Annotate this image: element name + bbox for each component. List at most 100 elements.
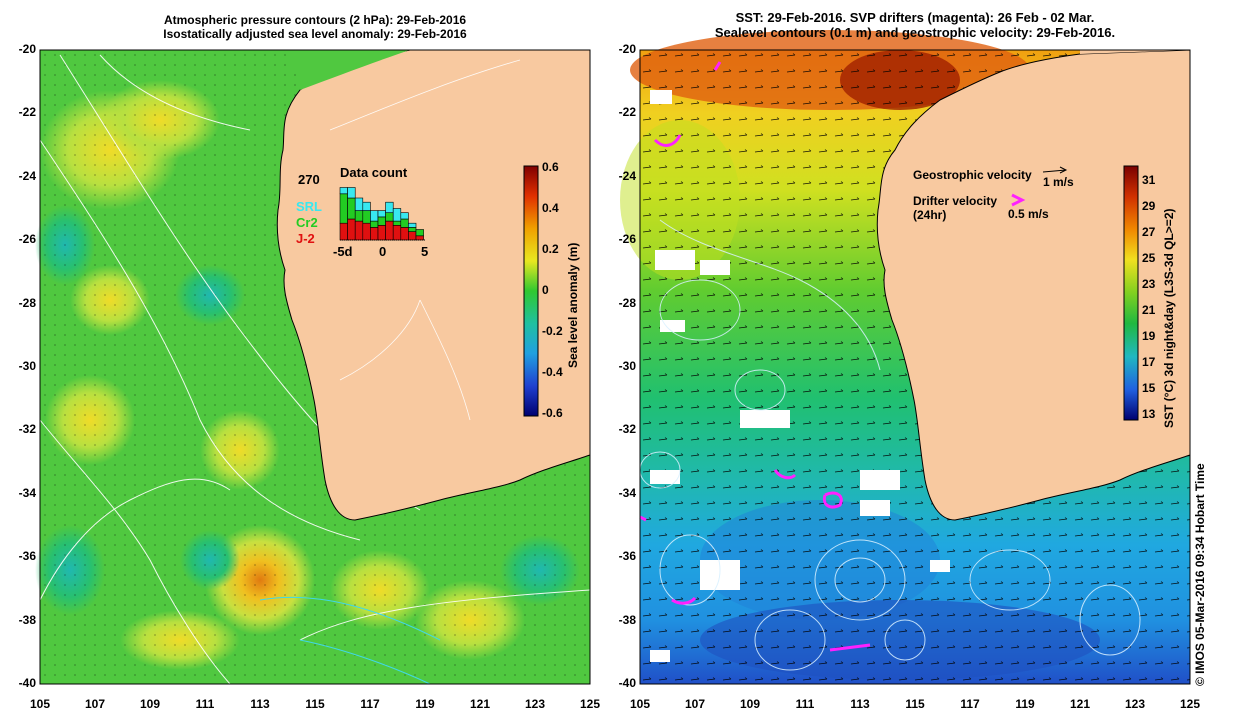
- right-title-line2: Sealevel contours (0.1 m) and geostrophi…: [714, 24, 1116, 40]
- left-ytick-10: -40: [18, 676, 36, 690]
- right-title-line1: SST: 29-Feb-2016. SVP drifters (magenta)…: [735, 10, 1095, 25]
- left-xtick-8: 121: [469, 697, 491, 711]
- left-xtick-3: 111: [195, 697, 215, 711]
- left-cb-tick-3: 0: [542, 283, 549, 297]
- right-cb-tick-6: 19: [1142, 329, 1156, 343]
- drifter-velocity-label: Drifter velocity: [913, 194, 998, 208]
- right-xtick-4: 113: [850, 697, 870, 711]
- left-ytick-8: -36: [18, 549, 36, 564]
- left-ytick-3: -26: [18, 232, 36, 247]
- right-xtick-6: 117: [960, 697, 980, 711]
- right-ytick-4: -28: [618, 295, 636, 310]
- count-bar-0-j2: [339, 222, 348, 241]
- count-bar-6-cr2: [385, 212, 394, 222]
- count-bar-3-srl: [362, 201, 371, 211]
- left-ytick-6: -32: [18, 422, 36, 437]
- left-cb-tick-0: 0.6: [542, 160, 559, 174]
- left-xtick-9: 123: [524, 697, 546, 711]
- left-xtick-6: 117: [360, 697, 380, 711]
- left-ytick-0: -20: [18, 42, 36, 56]
- geostrophic-velocity-scale: 1 m/s: [1043, 175, 1074, 189]
- left-xtick-7: 119: [415, 697, 435, 711]
- left-ytick-5: -30: [18, 359, 36, 373]
- right-xtick-7: 119: [1015, 697, 1035, 711]
- right-cb-tick-5: 21: [1142, 303, 1156, 317]
- right-xtick-2: 109: [739, 697, 761, 711]
- data-count-axis-5: 5: [421, 244, 429, 259]
- left-xtick-5: 115: [305, 697, 325, 711]
- count-bar-7-j2: [392, 225, 402, 241]
- count-bar-0-srl: [339, 187, 348, 195]
- count-bar-10-cr2: [415, 229, 424, 237]
- left-colorbar: [523, 165, 539, 417]
- left-map-title: Atmospheric pressure contours (2 hPa): 2…: [40, 13, 590, 42]
- legend-j2: J-2: [296, 231, 315, 246]
- count-bar-9-cr2: [408, 227, 417, 232]
- left-cb-tick-2: 0.2: [542, 242, 559, 256]
- left-cb-tick-4: -0.2: [542, 324, 563, 338]
- right-cb-tick-2: 27: [1142, 225, 1156, 239]
- count-bar-8-cr2: [400, 218, 409, 228]
- right-land-north: [1080, 50, 1190, 54]
- count-bar-0-cr2: [339, 193, 348, 224]
- right-cb-tick-9: 13: [1142, 407, 1156, 421]
- imos-credit: © IMOS 05-Mar-2016 09:34 Hobart Time: [1193, 463, 1207, 686]
- left-xtick-1: 107: [84, 697, 106, 711]
- right-xtick-0: 105: [629, 697, 651, 711]
- right-ytick-2: -24: [618, 168, 636, 183]
- count-bar-10-j2: [415, 235, 424, 241]
- data-count-total: 270: [298, 172, 320, 187]
- count-bar-6-srl: [385, 201, 394, 213]
- right-xtick-5: 115: [905, 697, 925, 711]
- left-cb-tick-1: 0.4: [542, 201, 559, 215]
- count-bar-1-cr2: [347, 197, 356, 220]
- left-xtick-0: 105: [29, 697, 51, 711]
- count-bar-3-j2: [362, 222, 371, 241]
- right-cb-tick-4: 23: [1142, 277, 1156, 291]
- data-count-chart: [339, 187, 424, 241]
- count-bar-7-srl: [392, 208, 402, 222]
- geostrophic-arrow-icon: [1042, 166, 1068, 174]
- right-cb-tick-3: 25: [1142, 251, 1156, 265]
- right-ytick-10: -40: [618, 676, 636, 690]
- right-ytick-6: -32: [618, 422, 636, 437]
- count-bar-9-j2: [408, 231, 417, 241]
- count-bar-5-j2: [377, 225, 386, 241]
- left-colorbar-label: Sea level anomaly (m): [566, 242, 580, 368]
- right-ytick-5: -30: [618, 359, 636, 373]
- left-cb-tick-6: -0.6: [542, 406, 563, 420]
- right-ytick-0: -20: [618, 42, 636, 56]
- left-map-land: [276, 49, 591, 521]
- right-ytick-9: -38: [618, 612, 636, 627]
- count-bar-3-cr2: [362, 210, 371, 224]
- right-ytick-7: -34: [618, 485, 636, 500]
- right-xtick-8: 121: [1069, 697, 1091, 711]
- right-map-land: [876, 49, 1191, 521]
- right-ytick-3: -26: [618, 232, 636, 247]
- count-bar-1-srl: [347, 187, 356, 199]
- right-cb-tick-7: 17: [1142, 355, 1156, 369]
- left-map-frame: [39, 49, 591, 685]
- left-ytick-1: -22: [18, 105, 36, 120]
- count-bar-4-srl: [370, 210, 379, 222]
- right-cb-tick-8: 15: [1142, 381, 1156, 395]
- right-ytick-8: -36: [618, 549, 636, 564]
- left-cb-tick-5: -0.4: [542, 365, 563, 379]
- left-title-line1: Atmospheric pressure contours (2 hPa): 2…: [163, 13, 467, 27]
- count-bar-5-cr2: [377, 216, 386, 226]
- right-colorbar: [1123, 165, 1139, 421]
- count-bar-2-j2: [354, 220, 364, 241]
- count-bar-1-j2: [347, 218, 356, 241]
- count-bar-5-srl: [377, 210, 386, 218]
- left-ytick-4: -28: [18, 295, 36, 310]
- count-bar-4-cr2: [370, 220, 379, 228]
- right-map-title: SST: 29-Feb-2016. SVP drifters (magenta)…: [640, 10, 1190, 41]
- right-cb-tick-1: 29: [1142, 199, 1156, 213]
- left-ytick-9: -38: [18, 612, 36, 627]
- drifter-arrow-icon: [1011, 193, 1026, 207]
- right-colorbar-label: SST (°C) 3d night&day (L3S-3d QL>=2): [1162, 208, 1176, 429]
- right-xtick-1: 107: [684, 697, 706, 711]
- left-xtick-4: 113: [250, 697, 270, 711]
- data-count-axis-minus5: -5d: [333, 244, 353, 259]
